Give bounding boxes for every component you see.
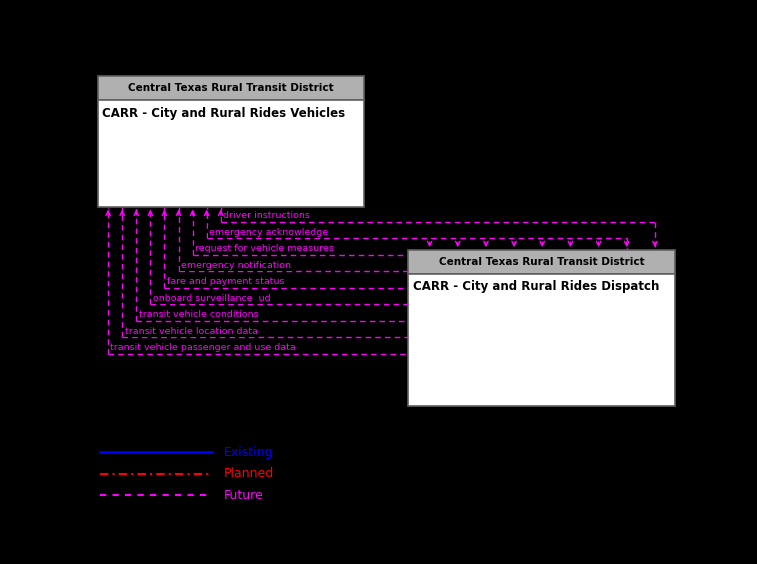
Text: Central Texas Rural Transit District: Central Texas Rural Transit District bbox=[128, 83, 334, 93]
Text: driver instructions: driver instructions bbox=[223, 211, 310, 220]
Text: Central Texas Rural Transit District: Central Texas Rural Transit District bbox=[439, 257, 645, 267]
Text: Future: Future bbox=[224, 489, 263, 502]
Bar bbox=[98, 76, 365, 100]
Bar bbox=[98, 100, 365, 206]
Text: emergency notification: emergency notification bbox=[181, 261, 291, 270]
Bar bbox=[409, 274, 675, 407]
Text: emergency acknowledge: emergency acknowledge bbox=[209, 228, 328, 237]
Text: CARR - City and Rural Rides Dispatch: CARR - City and Rural Rides Dispatch bbox=[413, 280, 659, 293]
Text: onboard surveillance  ud: onboard surveillance ud bbox=[153, 294, 270, 303]
Text: CARR - City and Rural Rides Vehicles: CARR - City and Rural Rides Vehicles bbox=[102, 107, 345, 120]
Text: transit vehicle passenger and use data: transit vehicle passenger and use data bbox=[111, 343, 296, 352]
Text: transit vehicle location data: transit vehicle location data bbox=[125, 327, 257, 336]
Text: fare and payment status: fare and payment status bbox=[167, 277, 285, 286]
Text: Planned: Planned bbox=[224, 467, 274, 480]
Text: Existing: Existing bbox=[224, 446, 273, 459]
Text: transit vehicle conditions: transit vehicle conditions bbox=[139, 310, 258, 319]
Text: request for vehicle measures: request for vehicle measures bbox=[195, 244, 334, 253]
Bar bbox=[409, 250, 675, 274]
